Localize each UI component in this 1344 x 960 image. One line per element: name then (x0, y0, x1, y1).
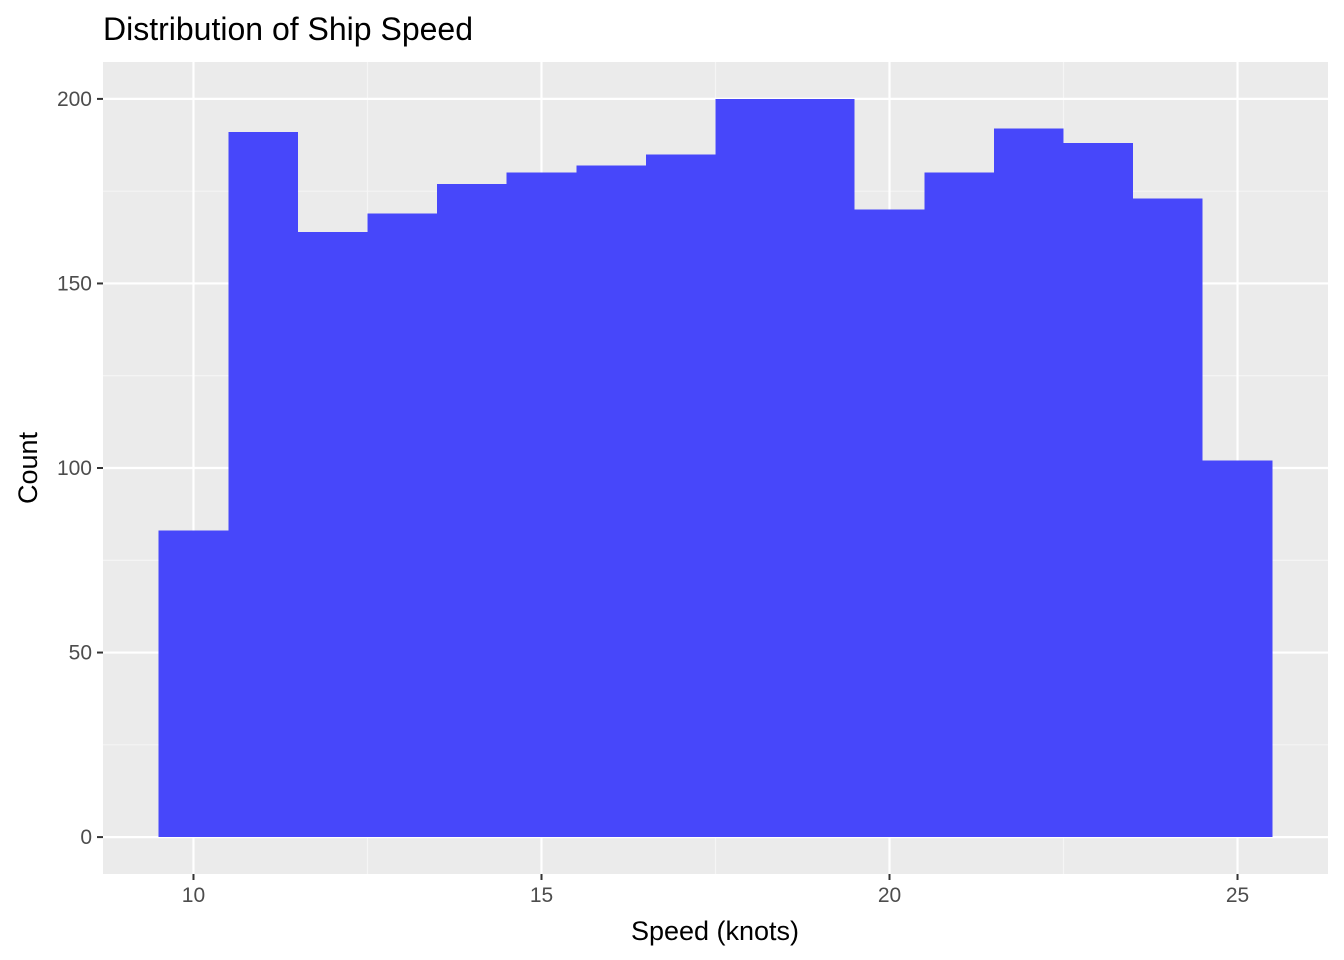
histogram-bar (297, 231, 368, 838)
histogram-bar (1133, 198, 1203, 838)
x-tick-label: 10 (182, 884, 205, 907)
histogram-bar (645, 154, 716, 838)
y-tick-label: 50 (69, 642, 92, 665)
y-tick-label: 150 (57, 272, 92, 295)
x-axis-title: Speed (knots) (631, 916, 799, 946)
histogram-bar (367, 213, 438, 838)
histogram-bar (158, 530, 229, 838)
x-tick-label: 20 (878, 884, 901, 907)
y-tick-label: 0 (80, 826, 92, 849)
histogram-bar (785, 98, 855, 838)
histogram-bar (854, 209, 925, 838)
x-axis-ticks: 10 15 20 25 (182, 874, 1249, 907)
histogram-bar (437, 183, 507, 838)
x-tick-label: 25 (1226, 884, 1249, 907)
histogram-bar (1202, 460, 1273, 838)
histogram-bar (228, 132, 298, 838)
histogram-bars (158, 98, 1273, 838)
histogram-bar (924, 172, 994, 838)
y-axis-title: Count (13, 431, 43, 504)
histogram-bar (506, 172, 577, 838)
histogram-bar (576, 165, 646, 838)
y-tick-label: 100 (57, 457, 92, 480)
y-axis-ticks: 0 50 100 150 200 (57, 88, 103, 849)
chart-title: Distribution of Ship Speed (103, 11, 473, 47)
histogram-bar (993, 128, 1064, 838)
x-tick-label: 15 (530, 884, 553, 907)
histogram-bar (715, 98, 786, 838)
histogram-bar (1063, 143, 1134, 838)
y-tick-label: 200 (57, 88, 92, 111)
